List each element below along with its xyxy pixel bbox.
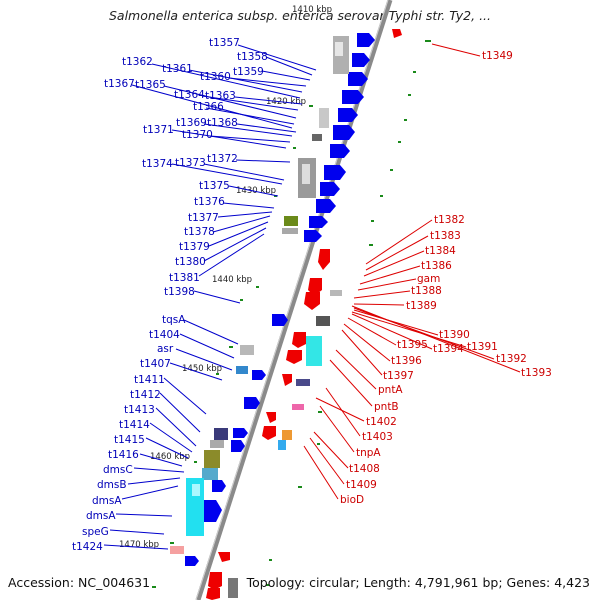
gene-label: t1414	[119, 419, 150, 431]
reverse-genes	[206, 29, 402, 600]
gene-label: t1360	[200, 71, 231, 83]
gene-label: t1383	[430, 230, 461, 242]
tick-marks	[152, 40, 431, 588]
scale-label: 1450 kbp	[182, 364, 222, 374]
gene-label: t1373	[175, 157, 206, 169]
gene-label: t1389	[406, 300, 437, 312]
gene-label: t1363	[205, 90, 236, 102]
gene-label: t1361	[162, 63, 193, 75]
accession-text: Accession: NC_004631	[8, 575, 151, 590]
gene-label: t1362	[122, 56, 153, 68]
gene-label: t1415	[114, 434, 145, 446]
gene-label: t1384	[425, 245, 456, 257]
gene-label: t1424	[72, 541, 103, 553]
gene-label: t1368	[207, 117, 238, 129]
gene-label: t1349	[482, 50, 513, 62]
gene-label: t1366	[193, 101, 224, 113]
gene-label: t1411	[134, 374, 165, 386]
gene-label: t1359	[233, 66, 264, 78]
map-title: Salmonella enterica subsp. enterica sero…	[108, 8, 492, 23]
gene-label: t1393	[521, 367, 552, 379]
gene-label: t1382	[434, 214, 465, 226]
gene-label: t1374	[142, 158, 173, 170]
feature-blocks	[170, 36, 349, 598]
scale-label: 1430 kbp	[236, 186, 276, 196]
gene-label: speG	[82, 526, 109, 538]
gene-label: t1397	[383, 370, 414, 382]
gene-label: t1402	[366, 416, 397, 428]
gene-label: t1395	[397, 339, 428, 351]
right-leaders	[303, 43, 521, 500]
scale-label: 1410 kbp	[292, 5, 332, 15]
genome-summary-text: Topology: circular; Length: 4,791,961 bp…	[246, 575, 590, 590]
gene-label: t1377	[188, 212, 219, 224]
gene-label: dmsA	[86, 510, 116, 522]
gene-label: t1404	[149, 329, 180, 341]
gene-label: t1390	[439, 329, 470, 341]
gene-label: asr	[157, 343, 174, 355]
gene-label: t1357	[209, 37, 240, 49]
gene-label: t1364	[174, 89, 205, 101]
gene-label: dmsC	[103, 464, 133, 476]
gene-label: t1403	[362, 431, 393, 443]
gene-label: t1369	[176, 117, 207, 129]
scale-label: 1470 kbp	[119, 540, 159, 550]
gene-label: t1412	[130, 389, 161, 401]
gene-label: dmsB	[97, 479, 127, 491]
gene-label: t1413	[124, 404, 155, 416]
gene-label: t1380	[175, 256, 206, 268]
gene-label: t1407	[140, 358, 171, 370]
gene-label: t1372	[207, 153, 238, 165]
gene-label: t1379	[179, 241, 210, 253]
gene-label: t1416	[108, 449, 139, 461]
gene-label: t1408	[349, 463, 380, 475]
gene-label: t1378	[184, 226, 215, 238]
gene-label: t1367	[104, 78, 135, 90]
gene-label: t1365	[135, 79, 166, 91]
scale-label: 1460 kbp	[150, 452, 190, 462]
gene-label: t1398	[164, 286, 195, 298]
left-leaders	[103, 44, 317, 550]
gene-label: pntB	[374, 401, 399, 413]
gene-label: tqsA	[162, 314, 186, 326]
gene-label: t1391	[467, 341, 498, 353]
gene-label: t1371	[143, 124, 174, 136]
gene-label: t1358	[237, 51, 268, 63]
gene-label: t1392	[496, 353, 527, 365]
gene-label: t1409	[346, 479, 377, 491]
scale-label: 1440 kbp	[212, 275, 252, 285]
gene-label: t1386	[421, 260, 452, 272]
gene-label: t1396	[391, 355, 422, 367]
gene-label: gam	[417, 273, 440, 285]
gene-label: t1388	[411, 285, 442, 297]
gene-label: t1394	[433, 343, 464, 355]
gene-label: t1375	[199, 180, 230, 192]
gene-label: dmsA	[92, 495, 122, 507]
gene-label: tnpA	[356, 447, 381, 459]
forward-genes	[185, 33, 375, 566]
gene-label: t1381	[169, 272, 200, 284]
gene-label: t1370	[182, 129, 213, 141]
gene-label: t1376	[194, 196, 225, 208]
gene-label: pntA	[378, 384, 403, 396]
gene-label: bioD	[340, 494, 364, 506]
